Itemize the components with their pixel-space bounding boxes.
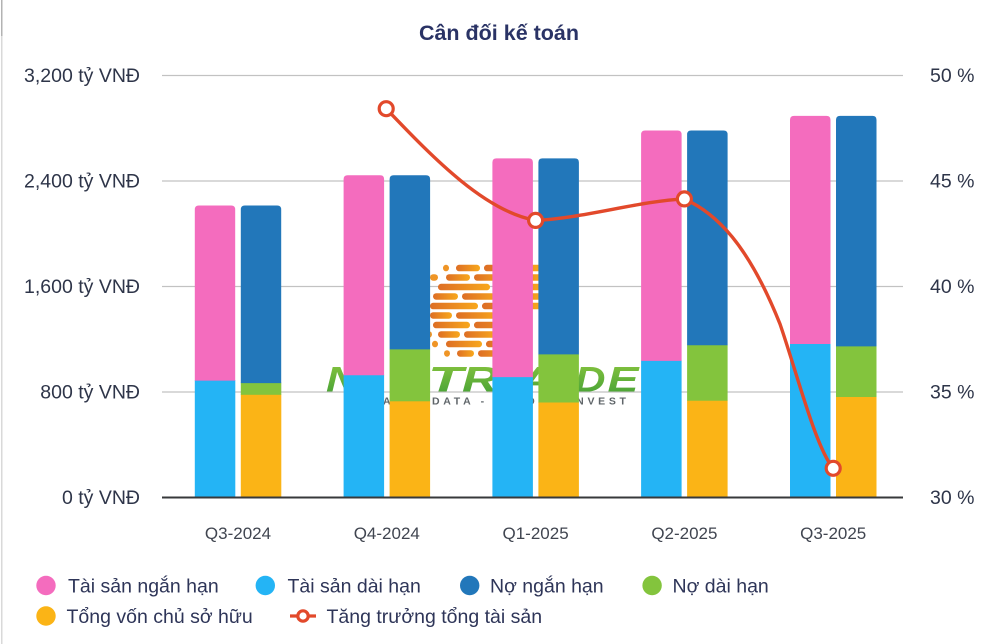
svg-text:Nợ ngắn hạn: Nợ ngắn hạn bbox=[490, 574, 604, 597]
svg-text:1,600 tỷ VNĐ: 1,600 tỷ VNĐ bbox=[24, 276, 140, 298]
svg-text:0 tỷ VNĐ: 0 tỷ VNĐ bbox=[62, 487, 140, 509]
svg-text:Q3-2025: Q3-2025 bbox=[800, 524, 866, 543]
svg-text:Q2-2025: Q2-2025 bbox=[651, 524, 717, 543]
svg-text:Q3-2024: Q3-2024 bbox=[205, 524, 271, 543]
svg-text:E: E bbox=[608, 360, 641, 400]
svg-text:3,200 tỷ VNĐ: 3,200 tỷ VNĐ bbox=[24, 65, 140, 87]
svg-text:40 %: 40 % bbox=[930, 276, 974, 298]
svg-text:Cân đối kế toán: Cân đối kế toán bbox=[419, 21, 579, 45]
svg-text:35 %: 35 % bbox=[930, 382, 974, 404]
svg-text:Tăng trưởng tổng tài sản: Tăng trưởng tổng tài sản bbox=[327, 606, 543, 628]
svg-text:D: D bbox=[575, 360, 606, 400]
svg-text:2,400 tỷ VNĐ: 2,400 tỷ VNĐ bbox=[24, 171, 140, 193]
svg-text:30 %: 30 % bbox=[930, 487, 974, 509]
svg-text:Nợ dài hạn: Nợ dài hạn bbox=[673, 575, 769, 597]
svg-text:50 %: 50 % bbox=[930, 65, 974, 87]
svg-text:800 tỷ VNĐ: 800 tỷ VNĐ bbox=[40, 382, 140, 404]
svg-text:Tài sản dài hạn: Tài sản dài hạn bbox=[288, 575, 421, 597]
svg-text:T: T bbox=[428, 360, 468, 400]
svg-text:Q1-2025: Q1-2025 bbox=[503, 524, 569, 543]
svg-text:Q4-2024: Q4-2024 bbox=[354, 524, 420, 543]
svg-text:Tài sản ngắn hạn: Tài sản ngắn hạn bbox=[68, 574, 219, 597]
svg-text:45 %: 45 % bbox=[930, 171, 974, 193]
svg-text:Tổng vốn chủ sở hữu: Tổng vốn chủ sở hữu bbox=[67, 606, 253, 628]
